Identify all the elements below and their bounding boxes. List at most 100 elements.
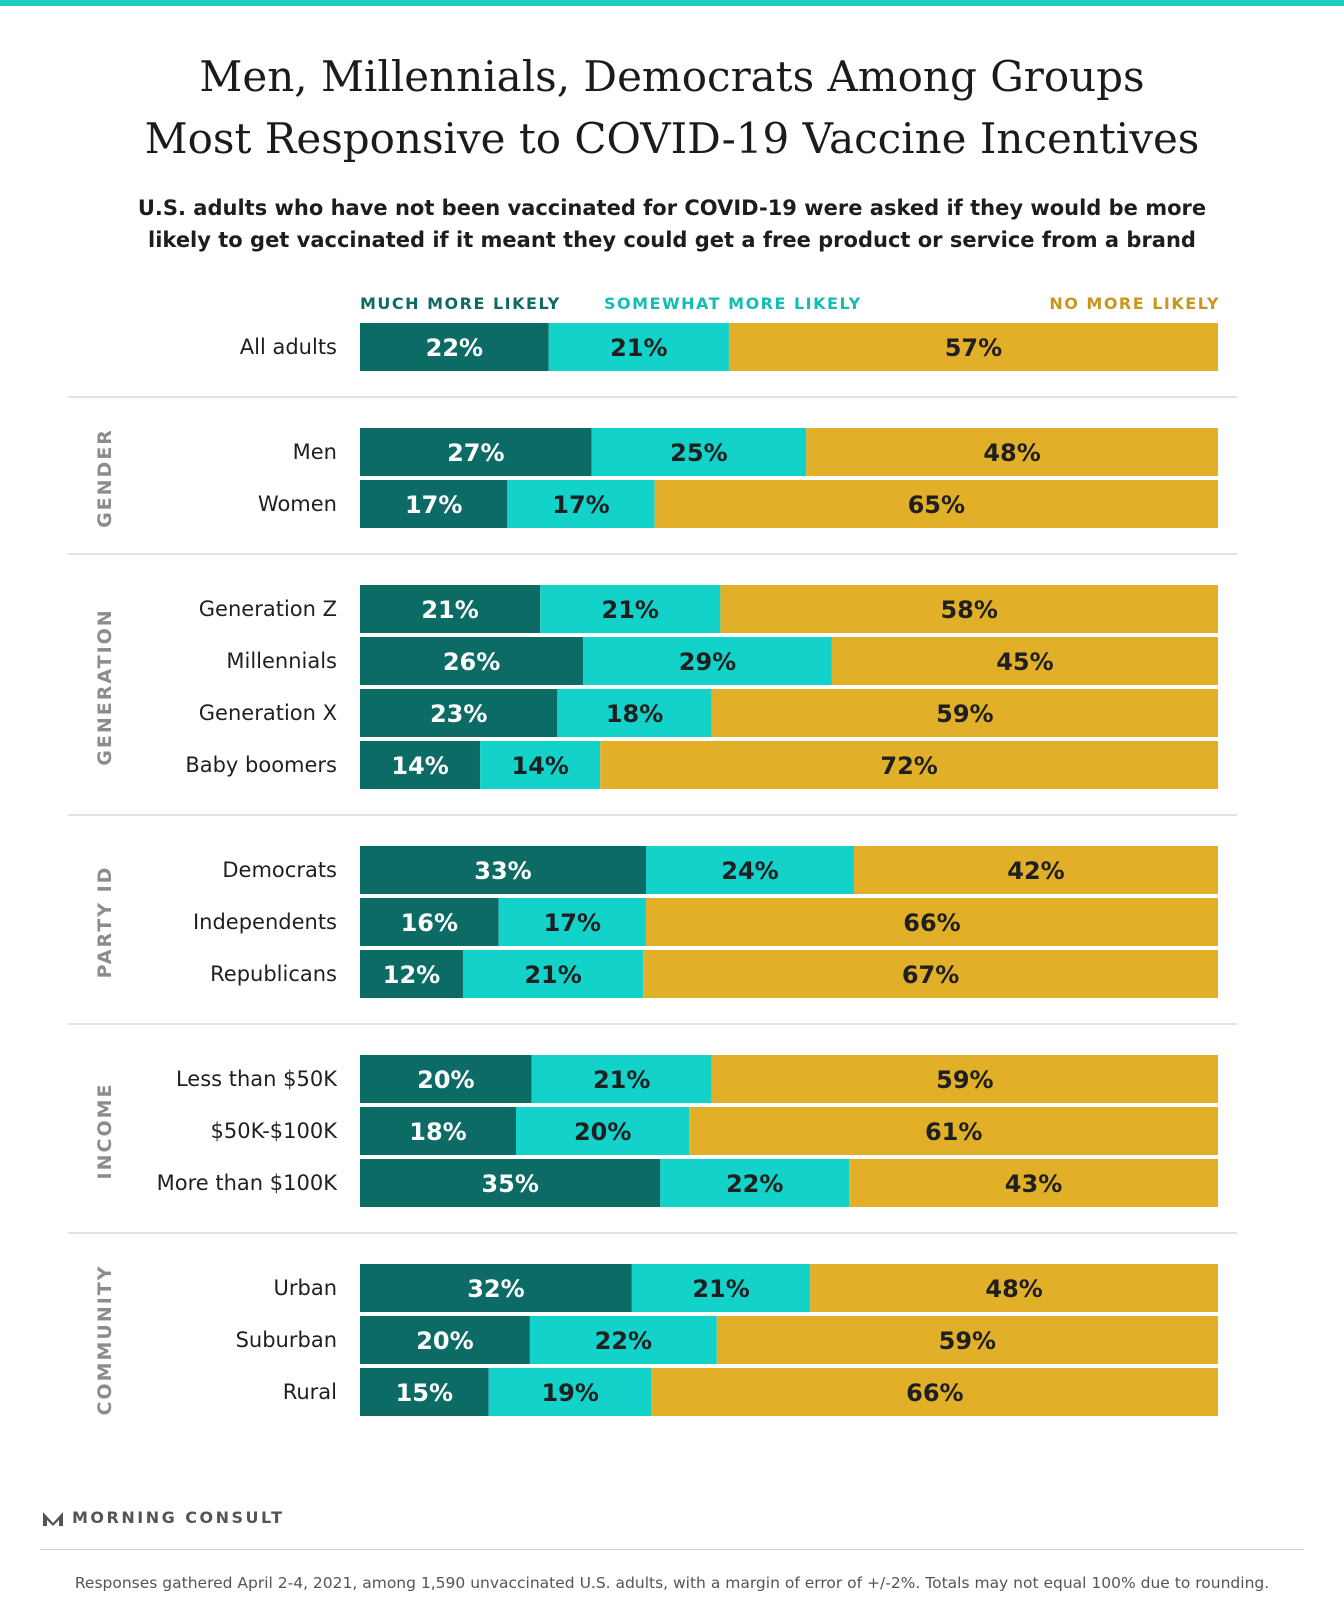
bar-segment-less-than-50k-no-more xyxy=(711,1055,1218,1103)
bar-segment-more-than-100k-much xyxy=(360,1159,661,1207)
bar-segment-generation-z-much xyxy=(360,585,541,633)
bar-segment-republicans-no-more xyxy=(643,950,1218,998)
data-label-independents-somewhat: 17% xyxy=(544,909,601,937)
row-label-all-adults: All adults xyxy=(240,335,337,359)
row-label-women: Women xyxy=(258,492,337,516)
bar-segment-democrats-somewhat xyxy=(646,846,854,894)
morning-consult-m-icon xyxy=(43,1511,63,1526)
data-label-more-than-100k-no-more: 43% xyxy=(1005,1170,1062,1198)
data-label-republicans-somewhat: 21% xyxy=(524,961,581,989)
top-accent-bar xyxy=(0,0,1344,6)
chart-title-line-1: Men, Millennials, Democrats Among Groups xyxy=(199,52,1145,101)
row-label-suburban: Suburban xyxy=(236,1328,337,1352)
data-label-rural-no-more: 66% xyxy=(906,1379,963,1407)
data-label-baby-boomers-no-more: 72% xyxy=(880,752,937,780)
data-label-millennials-no-more: 45% xyxy=(996,648,1053,676)
bar-segment-urban-much xyxy=(360,1264,632,1312)
group-label-generation: GENERATION xyxy=(94,608,116,765)
bar-segment-50k-100k-much xyxy=(360,1107,516,1155)
chart-title-line-2: Most Responsive to COVID-19 Vaccine Ince… xyxy=(144,114,1200,163)
data-label-republicans-no-more: 67% xyxy=(902,961,959,989)
bar-segment-all-adults-somewhat xyxy=(548,323,729,371)
data-label-50k-100k-no-more: 61% xyxy=(925,1118,982,1146)
row-label-republicans: Republicans xyxy=(210,962,337,986)
bar-segment-urban-somewhat xyxy=(631,1264,811,1312)
bar-segment-50k-100k-somewhat xyxy=(516,1107,690,1155)
bar-segment-generation-x-no-more xyxy=(711,689,1218,737)
data-label-independents-no-more: 66% xyxy=(903,909,960,937)
bar-segment-urban-no-more xyxy=(810,1264,1218,1312)
legend-no-more-likely: NO MORE LIKELY xyxy=(1049,294,1220,313)
bar-segment-less-than-50k-much xyxy=(360,1055,532,1103)
bar-segment-democrats-much xyxy=(360,846,646,894)
data-label-generation-x-no-more: 59% xyxy=(936,700,993,728)
data-label-democrats-much: 33% xyxy=(474,857,531,885)
bar-segment-generation-z-no-more xyxy=(720,585,1218,633)
bar-segment-millennials-much xyxy=(360,637,584,685)
data-label-women-much: 17% xyxy=(405,491,462,519)
data-label-generation-x-much: 23% xyxy=(430,700,487,728)
bar-segment-men-much xyxy=(360,428,592,476)
data-label-all-adults-somewhat: 21% xyxy=(610,334,667,362)
bar-segment-all-adults-no-more xyxy=(728,323,1218,371)
bar-segment-more-than-100k-somewhat xyxy=(660,1159,850,1207)
footnote: Responses gathered April 2-4, 2021, amon… xyxy=(74,1574,1270,1592)
data-label-less-than-50k-somewhat: 21% xyxy=(593,1066,650,1094)
bar-segment-republicans-somewhat xyxy=(462,950,644,998)
data-label-generation-z-somewhat: 21% xyxy=(602,596,659,624)
data-label-suburban-no-more: 59% xyxy=(939,1327,996,1355)
bar-segment-rural-much xyxy=(360,1368,489,1416)
data-label-more-than-100k-much: 35% xyxy=(481,1170,538,1198)
data-label-baby-boomers-somewhat: 14% xyxy=(511,752,568,780)
data-label-suburban-somewhat: 22% xyxy=(595,1327,652,1355)
bar-segment-rural-somewhat xyxy=(488,1368,652,1416)
data-label-democrats-somewhat: 24% xyxy=(721,857,778,885)
bar-segment-women-no-more xyxy=(654,480,1218,528)
row-label-baby-boomers: Baby boomers xyxy=(185,753,337,777)
bar-segment-baby-boomers-much xyxy=(360,741,481,789)
group-label-community: COMMUNITY xyxy=(94,1264,116,1415)
bar-segment-independents-somewhat xyxy=(498,898,646,946)
bar-segment-50k-100k-no-more xyxy=(689,1107,1218,1155)
bar-segment-women-much xyxy=(360,480,508,528)
footer-divider xyxy=(40,1549,1304,1550)
row-label-rural: Rural xyxy=(283,1380,337,1404)
data-label-independents-much: 16% xyxy=(401,909,458,937)
row-label-democrats: Democrats xyxy=(222,858,337,882)
bar-segment-men-somewhat xyxy=(591,428,807,476)
group-label-party-id: PARTY ID xyxy=(94,866,116,979)
bar-segment-baby-boomers-somewhat xyxy=(480,741,601,789)
data-label-generation-z-no-more: 58% xyxy=(940,596,997,624)
bar-segment-independents-no-more xyxy=(646,898,1218,946)
chart-title: Men, Millennials, Democrats Among Groups… xyxy=(0,46,1344,170)
bar-segment-more-than-100k-no-more xyxy=(849,1159,1218,1207)
row-label-50k-100k: $50K-$100K xyxy=(211,1119,339,1143)
data-label-rural-much: 15% xyxy=(396,1379,453,1407)
data-label-republicans-much: 12% xyxy=(383,961,440,989)
legend-much-more-likely: MUCH MORE LIKELY xyxy=(360,294,561,313)
group-label-gender: GENDER xyxy=(94,428,116,528)
bar-segment-generation-z-somewhat xyxy=(540,585,721,633)
chart-subtitle-line-2: likely to get vaccinated if it meant the… xyxy=(148,228,1196,252)
row-label-more-than-100k: More than $100K xyxy=(157,1171,339,1195)
data-label-all-adults-much: 22% xyxy=(426,334,483,362)
data-label-rural-somewhat: 19% xyxy=(541,1379,598,1407)
data-label-more-than-100k-somewhat: 22% xyxy=(726,1170,783,1198)
row-label-independents: Independents xyxy=(193,910,337,934)
data-label-less-than-50k-much: 20% xyxy=(417,1066,474,1094)
data-label-urban-much: 32% xyxy=(467,1275,524,1303)
row-label-millennials: Millennials xyxy=(226,649,337,673)
row-label-less-than-50k: Less than $50K xyxy=(176,1067,338,1091)
bar-segment-suburban-no-more xyxy=(716,1316,1218,1364)
bar-segment-men-no-more xyxy=(806,428,1218,476)
bar-segment-all-adults-much xyxy=(360,323,549,371)
data-label-women-no-more: 65% xyxy=(908,491,965,519)
legend-somewhat-more-likely: SOMEWHAT MORE LIKELY xyxy=(604,294,862,313)
chart-subtitle: U.S. adults who have not been vaccinated… xyxy=(120,192,1224,256)
data-label-men-no-more: 48% xyxy=(983,439,1040,467)
data-label-democrats-no-more: 42% xyxy=(1007,857,1064,885)
group-label-income: INCOME xyxy=(94,1083,116,1180)
row-label-urban: Urban xyxy=(273,1276,337,1300)
bar-segment-suburban-much xyxy=(360,1316,530,1364)
row-label-generation-z: Generation Z xyxy=(199,597,337,621)
